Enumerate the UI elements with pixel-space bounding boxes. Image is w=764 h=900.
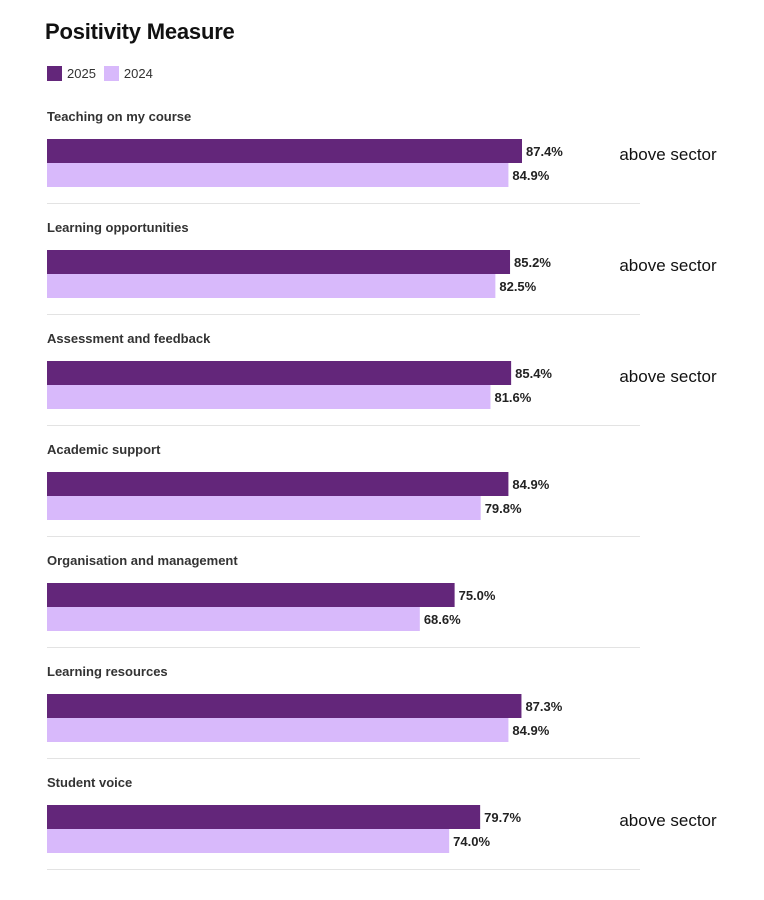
category-label-teaching-on-my-course: Teaching on my course: [47, 109, 191, 124]
bar-2025-learning-resources: [47, 694, 522, 718]
legend-label-2025: 2025: [67, 66, 96, 81]
bar-2025-academic-support: [47, 472, 509, 496]
value-label-2024-assessment-and-feedback: 81.6%: [494, 390, 531, 405]
annotation-student-voice: above sector: [619, 811, 717, 830]
value-label-2025-academic-support: 84.9%: [512, 477, 549, 492]
value-label-2025-learning-resources: 87.3%: [525, 699, 562, 714]
category-label-academic-support: Academic support: [47, 442, 161, 457]
value-label-2024-organisation-and-management: 68.6%: [424, 612, 461, 627]
value-label-2025-teaching-on-my-course: 87.4%: [526, 144, 563, 159]
category-label-organisation-and-management: Organisation and management: [47, 553, 238, 568]
bar-2025-teaching-on-my-course: [47, 139, 522, 163]
bar-2024-organisation-and-management: [47, 607, 420, 631]
bar-2025-student-voice: [47, 805, 481, 829]
category-label-learning-resources: Learning resources: [47, 664, 168, 679]
bar-2025-organisation-and-management: [47, 583, 455, 607]
bar-2024-assessment-and-feedback: [47, 385, 491, 409]
bar-2025-learning-opportunities: [47, 250, 511, 274]
value-label-2025-assessment-and-feedback: 85.4%: [515, 366, 552, 381]
value-label-2024-learning-resources: 84.9%: [512, 723, 549, 738]
legend-swatch-2025: [47, 66, 62, 81]
annotation-learning-opportunities: above sector: [619, 256, 717, 275]
bar-2024-learning-opportunities: [47, 274, 496, 298]
bar-2025-assessment-and-feedback: [47, 361, 512, 385]
bar-2024-student-voice: [47, 829, 450, 853]
category-label-assessment-and-feedback: Assessment and feedback: [47, 331, 211, 346]
value-label-2025-learning-opportunities: 85.2%: [514, 255, 551, 270]
legend-item-2025[interactable]: 2025: [47, 66, 96, 81]
annotation-teaching-on-my-course: above sector: [619, 145, 717, 164]
value-label-2024-student-voice: 74.0%: [453, 834, 490, 849]
legend: 2025 2024: [47, 66, 161, 81]
chart-title: Positivity Measure: [45, 19, 235, 44]
value-label-2025-organisation-and-management: 75.0%: [459, 588, 496, 603]
value-label-2025-student-voice: 79.7%: [484, 810, 521, 825]
value-label-2024-learning-opportunities: 82.5%: [499, 279, 536, 294]
value-label-2024-teaching-on-my-course: 84.9%: [512, 168, 549, 183]
legend-label-2024: 2024: [123, 66, 153, 81]
legend-item-2024[interactable]: 2024: [103, 66, 153, 81]
legend-swatch-2024: [103, 66, 119, 81]
value-label-2024-academic-support: 79.8%: [485, 501, 522, 516]
category-label-student-voice: Student voice: [47, 775, 132, 790]
annotation-assessment-and-feedback: above sector: [619, 367, 717, 386]
bar-2024-academic-support: [47, 496, 481, 520]
bar-2024-teaching-on-my-course: [47, 163, 509, 187]
category-label-learning-opportunities: Learning opportunities: [47, 220, 189, 235]
bar-2024-learning-resources: [47, 718, 509, 742]
